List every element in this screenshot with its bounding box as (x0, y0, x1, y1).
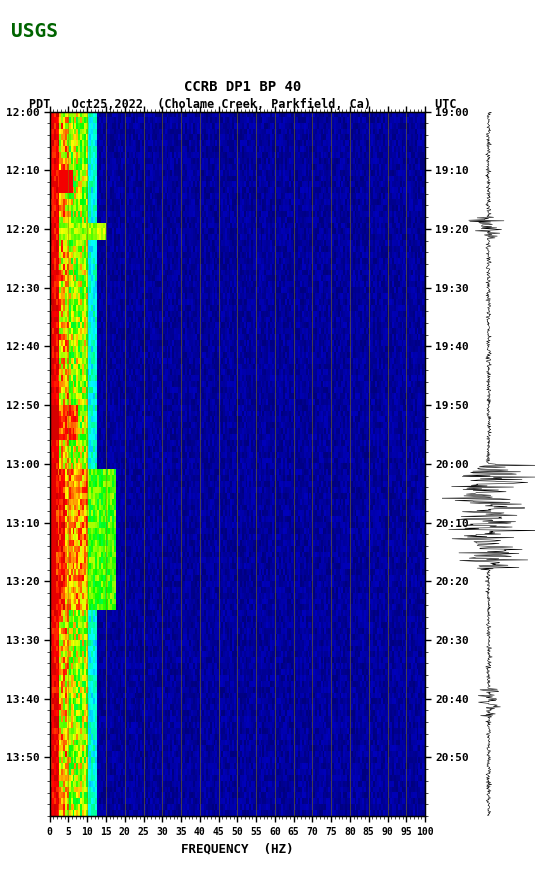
Text: PDT   Oct25,2022  (Cholame Creek, Parkfield, Ca)         UTC: PDT Oct25,2022 (Cholame Creek, Parkfield… (29, 98, 457, 112)
Text: CCRB DP1 BP 40: CCRB DP1 BP 40 (184, 79, 301, 94)
Text: USGS: USGS (11, 22, 58, 41)
X-axis label: FREQUENCY  (HZ): FREQUENCY (HZ) (181, 842, 294, 855)
